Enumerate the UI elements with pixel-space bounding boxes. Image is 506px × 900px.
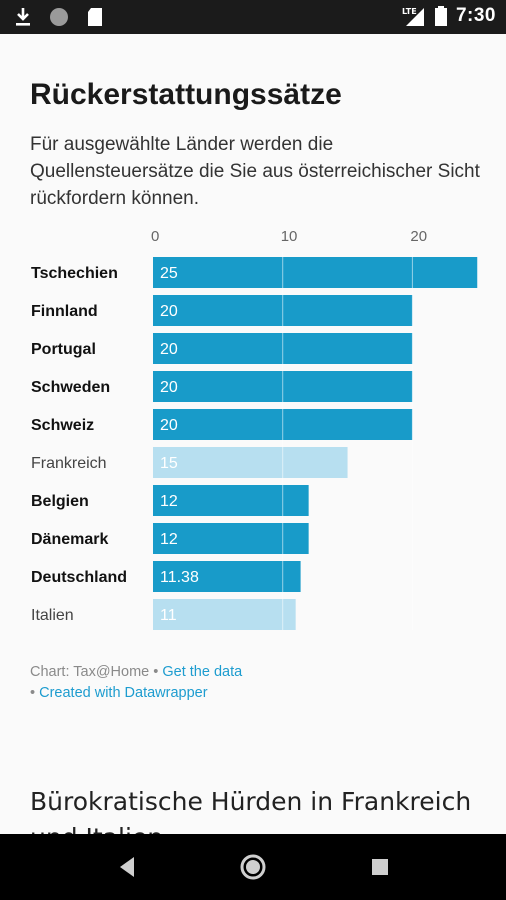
chart-source: Chart: Tax@Home • Get the data • Created… xyxy=(30,662,470,704)
value-label: 15 xyxy=(160,455,178,472)
value-label: 25 xyxy=(160,265,178,282)
navigation-bar xyxy=(0,834,506,900)
value-label: 20 xyxy=(160,417,178,434)
value-label: 11 xyxy=(160,607,177,624)
category-label: Schweiz xyxy=(31,417,94,434)
x-tick-label: 10 xyxy=(281,228,298,245)
category-label: Belgien xyxy=(31,493,89,510)
circle-icon xyxy=(50,8,68,26)
category-label: Dänemark xyxy=(31,531,108,548)
bar xyxy=(153,257,478,288)
section-heading: Bürokratische Hürden in Frankreich und I… xyxy=(30,787,472,834)
sd-card-icon xyxy=(88,8,102,26)
category-label: Schweden xyxy=(31,379,110,396)
bar xyxy=(153,447,348,478)
get-data-link[interactable]: Get the data xyxy=(162,664,243,680)
battery-icon xyxy=(434,6,447,26)
svg-text:LTE: LTE xyxy=(402,7,417,16)
bar xyxy=(153,561,301,592)
x-tick-label: 20 xyxy=(410,228,427,245)
chart-title: Rückerstattungssätze xyxy=(30,78,342,111)
home-button[interactable] xyxy=(238,852,268,882)
bar xyxy=(153,599,296,630)
status-time: 7:30 xyxy=(455,5,496,26)
datawrapper-link[interactable]: Created with Datawrapper xyxy=(39,685,208,701)
category-label: Frankreich xyxy=(31,455,107,472)
back-button[interactable] xyxy=(112,852,142,882)
value-label: 20 xyxy=(160,341,178,358)
value-label: 12 xyxy=(160,531,178,548)
article-content[interactable]: Rückerstattungssätze Für ausgewählte Län… xyxy=(0,34,506,834)
value-label: 12 xyxy=(160,493,178,510)
source-prefix: Chart: Tax@Home • xyxy=(30,664,163,680)
category-label: Tschechien xyxy=(31,265,118,282)
category-label: Deutschland xyxy=(31,569,127,586)
status-bar: LTE 7:30 xyxy=(0,0,506,34)
bar-chart: 0 10 20 Tschechien 25 Finnland 20 Portugal 20 Sch… xyxy=(31,228,478,630)
category-label: Finnland xyxy=(31,303,98,320)
category-label: Portugal xyxy=(31,341,96,358)
signal-icon: LTE xyxy=(402,7,424,26)
recents-button[interactable] xyxy=(365,852,395,882)
value-label: 20 xyxy=(160,379,178,396)
credit-prefix: • xyxy=(30,685,40,701)
chart-description: Für ausgewählte Länder werden die Quelle… xyxy=(30,134,480,209)
category-label: Italien xyxy=(31,607,74,624)
value-label: 11.38 xyxy=(160,569,199,586)
x-tick-label: 0 xyxy=(151,228,159,245)
download-icon xyxy=(16,8,30,26)
value-label: 20 xyxy=(160,303,178,320)
